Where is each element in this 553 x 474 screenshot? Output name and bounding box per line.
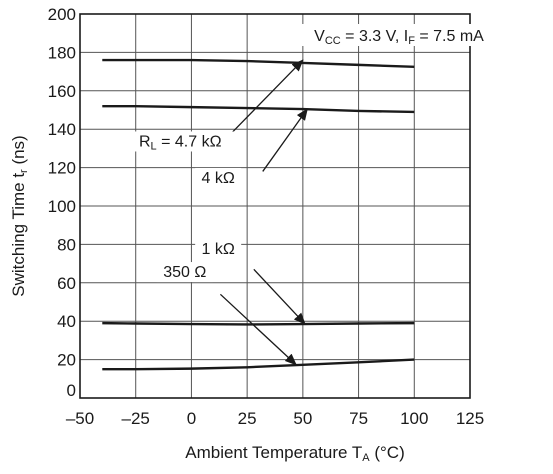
series-line [102,358,415,371]
annotation-background [195,239,242,259]
annotations: RL = 4.7 kΩ 4 kΩ 1 kΩ 350 Ω [124,59,308,366]
series-annotation-label: RL = 4.7 kΩ [139,133,222,152]
annotation-background [156,262,213,283]
x-tick-label: 125 [456,409,484,428]
y-tick-label: 80 [57,235,76,254]
x-tick-label: 0 [187,409,196,428]
grid-lines [80,14,470,398]
y-tick-label: 140 [48,120,76,139]
tick-labels: –50 –25 0 25 50 75 100 125 0 20 40 60 80 100 120 140 160… [48,5,485,428]
annotation-arrow [262,108,308,172]
x-tick-label: 100 [400,409,428,428]
series-line [102,321,415,326]
y-tick-label: 60 [57,274,76,293]
annotation-arrow [253,268,306,325]
annotation-arrow [231,59,304,134]
condition-background [280,24,520,46]
series-annotation-label: 1 kΩ [202,241,235,258]
annotation-background [195,167,242,188]
annotation-arrow [219,293,297,366]
y-tick-label: 200 [48,5,76,24]
y-tick-label: 160 [48,82,76,101]
x-tick-label: 75 [349,409,368,428]
series-annotation-label: 4 kΩ [202,170,235,187]
y-axis-title: Switching Time tr (ns) [9,135,30,296]
series-annotation-label: 350 Ω [163,264,206,281]
y-tick-label: 40 [57,312,76,331]
y-tick-label: 100 [48,197,76,216]
y-tick-label: 20 [57,351,76,370]
series-lines [102,58,415,371]
x-tick-label: –25 [122,409,150,428]
y-tick-label: 180 [48,43,76,62]
test-condition-label: VCC = 3.3 V, IF = 7.5 mA [314,28,484,47]
plot-border [79,13,471,399]
axis-titles: VCC = 3.3 V, IF = 7.5 mA Ambient Temperat… [9,24,520,464]
x-axis-title: Ambient Temperature TA (°C) [185,443,404,464]
x-tick-label: 25 [238,409,257,428]
x-tick-label: –50 [66,409,94,428]
series-line [102,58,415,68]
x-tick-label: 50 [293,409,312,428]
annotation-background [124,131,237,152]
series-line [102,104,415,114]
plot-frame [79,13,471,399]
y-tick-label: 0 [67,381,76,400]
y-tick-label: 120 [48,159,76,178]
